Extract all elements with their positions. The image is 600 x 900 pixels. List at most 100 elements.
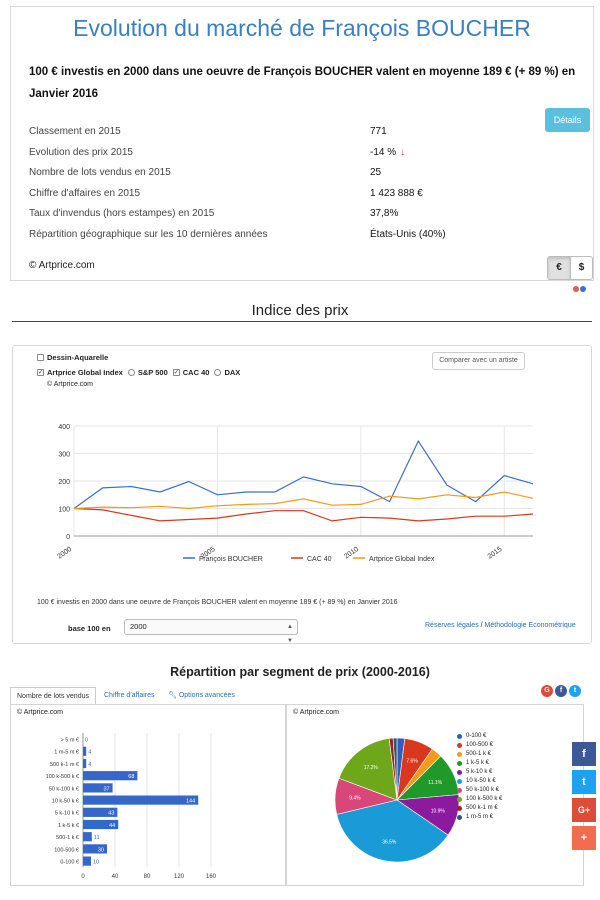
stat-label: Taux d'invendus (hors estampes) en 2015 [29,208,215,220]
legend-label: 500 k-1 m € [466,805,498,811]
stat-label: Chiffre d'affaires en 2015 [29,187,141,199]
facebook-share-icon[interactable]: f [572,742,596,766]
twitter-icon[interactable]: t [569,685,581,697]
category-label: 1 m-5 m € [54,750,79,756]
category-label: 10 k-50 k € [52,799,79,805]
stat-row-lots-sold: Nombre de lots vendus en 2015 25 [29,162,559,183]
share-buttons: G f t [541,685,583,697]
bar [83,783,113,793]
link-methodology[interactable]: Méthodologie Econométrique [484,622,576,629]
legend-item[interactable]: 10 k-50 k € [457,777,502,786]
stat-row-turnover: Chiffre d'affaires en 2015 1 423 888 € [29,183,559,204]
legend-dot [457,806,462,811]
bar [83,856,91,866]
series-line [73,507,534,522]
bar-value-label: 4 [88,750,91,756]
legend-item[interactable]: 1 k-5 k € [457,759,502,768]
index-option-cac40[interactable]: CAC 40 [182,368,210,377]
slice-data-label: 7.6% [406,759,418,765]
facebook-icon[interactable]: f [555,685,567,697]
legend-item[interactable]: 100-500 € [457,741,502,750]
bar-value-label: 11 [94,835,100,841]
bar [83,746,87,756]
footer-links: Réserves légales / Méthodologie Economét… [425,622,576,629]
segment-pie-chart: 7.6% 11.1% 10.9% 36.5% 9.4% 17.2% [334,737,460,863]
category-label: 5 k-10 k € [55,811,79,817]
filter-dessin[interactable]: Dessin-Aquarelle [37,353,108,362]
stat-row-unsold-rate: Taux d'invendus (hors estampes) en 2015 … [29,203,559,224]
stats-list: Classement en 2015 771 Evolution des pri… [29,121,559,245]
tab-lots-sold[interactable]: Nombre de lots vendus [10,687,96,705]
legend-item[interactable]: 50 k-100 k € [457,786,502,795]
bar [83,807,118,817]
stat-value: 1 423 888 € [370,187,423,199]
x-tick-label: 2015 [487,546,504,561]
pie-slice [336,799,449,863]
tab-turnover[interactable]: Chiffre d'affaires [104,692,155,699]
slice-data-label: 9.4% [349,795,361,801]
panel-copyright: © Artprice.com [293,709,340,716]
index-option-sp500[interactable]: S&P 500 [137,368,168,377]
google-plus-icon[interactable]: G [541,685,553,697]
section-title-repartition: Répartition par segment de prix (2000-20… [170,665,430,679]
currency-euro-button[interactable]: € [548,257,570,279]
category-label: 0-100 € [60,860,79,866]
radio-icon[interactable] [214,369,222,376]
slice-data-label: 17.2% [364,765,379,771]
legend-item[interactable]: 1 m-5 m € [457,813,502,822]
currency-dollar-button[interactable]: $ [570,257,592,279]
x-tick-label: 80 [144,874,151,880]
stat-value: 25 [370,167,382,179]
base-year-value: 2000 [130,622,147,631]
legend-label: Artprice Global Index [369,556,435,563]
legend-item[interactable]: 100 k-500 k € [457,795,502,804]
link-legal-reserves[interactable]: Réserves légales [425,622,479,629]
page-title: Evolution du marché de François BOUCHER [73,15,531,41]
bar [83,832,92,842]
wrench-icon: 🔧︎ [168,692,177,699]
stat-label: Evolution des prix 2015 [29,146,133,158]
radio-icon[interactable] [127,369,135,376]
repartition-tabs: Nombre de lots vendus Chiffre d'affaires… [10,687,530,705]
compare-artist-button[interactable]: Comparer avec un artiste [432,352,525,370]
details-button[interactable]: Détails [545,108,590,132]
bar [83,795,199,805]
index-option-global[interactable]: Artprice Global Index [47,368,123,377]
pie-slice [392,737,398,801]
chart-copyright: © Artprice.com [47,381,94,388]
bar-value-label: 37 [103,786,109,792]
legend-item[interactable]: 0-100 € [457,732,502,741]
x-tick-label: 2000 [56,546,73,561]
checkbox-checked-icon[interactable]: ✓ [172,369,180,376]
legend-item[interactable]: 500-1 k € [457,750,502,759]
y-tick-label: 300 [58,452,70,459]
legend-dot [457,797,462,802]
google-plus-share-icon[interactable]: G+ [572,798,596,822]
bar [83,758,87,769]
chart-footnote: 100 € investis en 2000 dans une oeuvre d… [37,599,398,606]
indicator-dot [573,286,579,292]
tab-advanced-options[interactable]: 🔧︎ Options avancées [162,687,241,705]
pie-slice [338,738,398,801]
base-year-select[interactable]: 2000 ▲ ▼ [124,619,298,644]
bar-value-label: 0 [85,738,88,744]
checkbox-icon[interactable] [37,354,44,361]
bar-chart-panel: © Artprice.com 0 40 80 120 160 > 5 m € 0 1 m-5 … [10,704,286,886]
panel-copyright: © Artprice.com [17,709,64,716]
legend-dot [457,752,462,757]
more-share-icon[interactable]: + [572,826,596,850]
twitter-share-icon[interactable]: t [572,770,596,794]
legend-dot [457,815,462,820]
index-option-dax[interactable]: DAX [224,368,241,377]
legend-item[interactable]: 5 k-10 k € [457,768,502,777]
indicator-dot [580,286,586,292]
pie-chart-panel: © Artprice.com 7.6% 11.1% 10.9% 36.5% 9.4% 17… [286,704,584,886]
stat-label: Classement en 2015 [29,126,121,137]
legend-dot [457,734,462,739]
legend-item[interactable]: 500 k-1 m € [457,804,502,813]
bar-value-label: 44 [109,823,115,829]
y-tick-label: 400 [58,424,70,431]
checkbox-checked-icon[interactable]: ✓ [37,369,44,376]
legend-label: 5 k-10 k € [466,769,493,775]
bar-value-label: 4 [88,762,91,768]
